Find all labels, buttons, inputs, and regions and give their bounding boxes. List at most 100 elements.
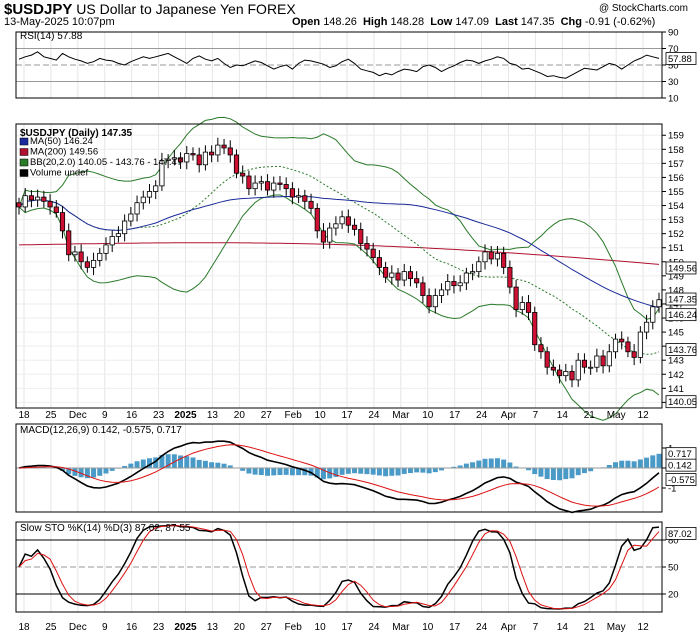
candle-body bbox=[90, 259, 97, 268]
candle-body bbox=[47, 200, 53, 208]
x-tick-label: 20 bbox=[234, 622, 246, 633]
ma50-line bbox=[18, 196, 660, 309]
y-tick-label: 153 bbox=[668, 215, 684, 226]
y-tick-label: 149 bbox=[668, 271, 684, 282]
macd-histogram-bar bbox=[637, 459, 643, 468]
candle-body bbox=[339, 216, 345, 225]
candle-body bbox=[588, 366, 594, 369]
candle-body bbox=[289, 188, 295, 198]
macd-signal-label: -0.575 bbox=[668, 475, 695, 486]
macd-histogram-bar bbox=[122, 465, 128, 468]
x-tick-label: 27 bbox=[261, 410, 273, 421]
candle-body bbox=[569, 371, 575, 381]
legend-swatch bbox=[19, 169, 29, 177]
candle-body bbox=[196, 154, 202, 166]
symbol: $USDJPY bbox=[4, 1, 73, 18]
candle-body bbox=[140, 196, 146, 204]
price-value-label-box bbox=[665, 395, 697, 409]
candle-body bbox=[314, 207, 320, 232]
macd-histogram-bar bbox=[395, 468, 401, 476]
macd-histogram-bar bbox=[209, 462, 215, 468]
macd-histogram-bar bbox=[159, 455, 165, 468]
macd-histogram-bar bbox=[426, 468, 432, 474]
candle-body bbox=[451, 281, 457, 287]
macd-histogram-bar bbox=[370, 468, 376, 475]
macd-histogram-bar bbox=[320, 468, 326, 480]
x-tick-label: 12 bbox=[638, 410, 650, 421]
price-title: $USDJPY (Daily) 147.35 bbox=[20, 128, 133, 139]
candle-body bbox=[258, 181, 264, 184]
macd-histogram-bar bbox=[109, 468, 115, 471]
macd-histogram-bar bbox=[140, 459, 146, 468]
candle-body bbox=[550, 366, 556, 371]
candle-body bbox=[215, 144, 221, 156]
candle-body bbox=[631, 351, 637, 358]
y-tick-label: -1 bbox=[668, 484, 676, 495]
rsi-value-label-box bbox=[665, 52, 697, 65]
x-tick-label: 17 bbox=[341, 410, 353, 421]
x-tick-label: 17 bbox=[449, 622, 461, 633]
x-tick-label: 7 bbox=[533, 410, 539, 421]
candle-body bbox=[59, 212, 66, 232]
macd-histogram-bar bbox=[352, 468, 358, 474]
y-tick-label: 151 bbox=[668, 243, 684, 254]
candle-body bbox=[358, 229, 364, 244]
candle-body bbox=[28, 195, 35, 201]
candle-body bbox=[271, 182, 277, 191]
legend-entry: BB(20,2.0) 140.05 - 143.76 - 147.47 bbox=[30, 157, 182, 168]
macd-signal-label-box bbox=[665, 473, 697, 486]
candle-body bbox=[557, 369, 563, 377]
legend-entry: MA(200) 149.56 bbox=[30, 147, 98, 158]
x-tick-label: 24 bbox=[368, 622, 380, 633]
candle-body bbox=[84, 261, 90, 268]
y-tick-label: 90 bbox=[668, 28, 679, 39]
candle-body bbox=[575, 359, 581, 381]
macd-histogram-bar bbox=[84, 468, 90, 479]
macd-histogram-bar bbox=[339, 468, 345, 475]
y-tick-label: 148 bbox=[668, 285, 684, 296]
candle-body bbox=[525, 302, 532, 313]
macd-histogram-bar bbox=[407, 468, 413, 474]
x-tick-label: Mar bbox=[392, 410, 410, 421]
x-tick-label: 20 bbox=[234, 410, 246, 421]
x-tick-label: May bbox=[607, 622, 626, 633]
macd-histogram-bar bbox=[184, 456, 190, 468]
macd-histogram-bar bbox=[432, 468, 438, 473]
price-value-label: 146.24 bbox=[668, 310, 697, 321]
macd-histogram-bar bbox=[178, 455, 184, 468]
macd-histogram-bar bbox=[72, 468, 78, 476]
macd-histogram-bar bbox=[171, 454, 177, 468]
y-tick-label: 30 bbox=[668, 77, 679, 88]
candle-body bbox=[333, 223, 339, 229]
macd-histogram-bar bbox=[650, 455, 656, 468]
stockcharts-logo: @ StockCharts.com bbox=[598, 3, 688, 14]
candle-body bbox=[401, 271, 407, 281]
macd-histogram-bar bbox=[451, 466, 457, 468]
sto-panel bbox=[15, 521, 663, 613]
candle-body bbox=[320, 230, 327, 243]
macd-histogram-bar bbox=[457, 465, 463, 468]
macd-histogram-bar bbox=[420, 468, 426, 473]
macd-histogram-bar bbox=[296, 468, 302, 476]
ohlc-summary: Open 148.26 High 148.28 Low 147.09 Last … bbox=[292, 16, 656, 28]
macd-histogram-bar bbox=[613, 462, 618, 468]
x-tick-label: 16 bbox=[126, 622, 138, 633]
x-tick-label: 18 bbox=[18, 410, 30, 421]
macd-line bbox=[18, 440, 660, 514]
candle-body bbox=[240, 172, 246, 177]
macd-histogram-bar bbox=[289, 468, 295, 476]
macd-histogram-bar bbox=[271, 468, 277, 476]
x-tick-label: Mar bbox=[392, 622, 410, 633]
macd-histogram-bar bbox=[463, 463, 469, 468]
y-tick-label: 50 bbox=[668, 61, 679, 72]
candle-body bbox=[426, 295, 432, 308]
bb-lower-band bbox=[18, 194, 660, 421]
x-tick-label: Dec bbox=[69, 410, 87, 421]
candle-body bbox=[457, 282, 463, 287]
macd-histogram-bar bbox=[532, 468, 538, 475]
y-tick-label: 159 bbox=[668, 131, 684, 142]
macd-value-label-box bbox=[665, 458, 697, 472]
candle-body bbox=[221, 144, 227, 149]
legend-entry: Volume undef bbox=[30, 168, 88, 179]
candle-body bbox=[370, 248, 376, 258]
